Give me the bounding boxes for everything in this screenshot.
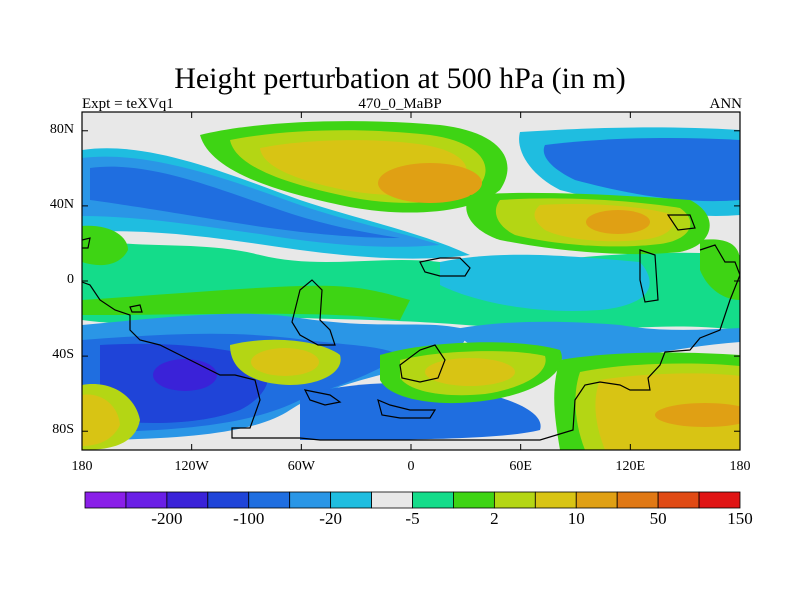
colorbar-label: -100 [233, 509, 265, 528]
colorbar-swatch [289, 491, 332, 509]
x-tick-label: 60E [509, 459, 532, 474]
colorbar-swatch [493, 491, 536, 509]
y-tick-label: 80N [49, 121, 74, 137]
axis-ticks [81, 112, 741, 450]
colorbar-swatch [453, 491, 495, 509]
colorbar-label: 150 [727, 509, 753, 528]
colorbar-swatch [698, 491, 741, 509]
colorbar-swatch [248, 491, 291, 509]
y-tick-label: 40S [52, 347, 74, 363]
x-tick-label: 120W [174, 459, 209, 474]
colorbar-swatch [575, 491, 618, 509]
colorbar-swatch [371, 491, 413, 509]
x-tick-label: 180 [729, 459, 751, 474]
contour-field [82, 112, 740, 450]
colorbar-label: 2 [490, 509, 499, 528]
colorbar-swatch [616, 491, 659, 509]
y-tick-label: 80S [52, 422, 74, 438]
y-tick-label: 40N [49, 196, 74, 212]
x-tick-label: 0 [407, 459, 415, 474]
x-tick-label: 60W [287, 459, 315, 474]
season-label: ANN [709, 96, 743, 112]
colorbar-label: 10 [567, 509, 585, 528]
colorbar-swatch [207, 491, 250, 509]
colorbar [84, 491, 741, 509]
colorbar-label: -200 [151, 509, 183, 528]
colorbar-swatch [330, 491, 372, 509]
colorbar-swatch [125, 491, 168, 509]
colorbar-swatch [166, 491, 209, 509]
colorbar-swatch [412, 491, 454, 509]
colorbar-swatch [84, 491, 127, 509]
coastlines [82, 214, 740, 441]
colorbar-label: -5 [405, 509, 420, 528]
experiment-label: Expt = teXVq1 [82, 96, 174, 112]
colorbar-swatch [657, 491, 700, 509]
x-tick-label: 180 [71, 459, 93, 474]
colorbar-label: -20 [319, 509, 342, 528]
colorbar-label: 50 [649, 509, 667, 528]
map-title: Height perturbation at 500 hPa (in m) [174, 62, 626, 95]
colorbar-swatch [534, 491, 577, 509]
y-tick-label: 0 [67, 272, 74, 287]
x-tick-label: 120E [615, 459, 646, 474]
time-period-label: 470_0_MaBP [358, 96, 442, 112]
